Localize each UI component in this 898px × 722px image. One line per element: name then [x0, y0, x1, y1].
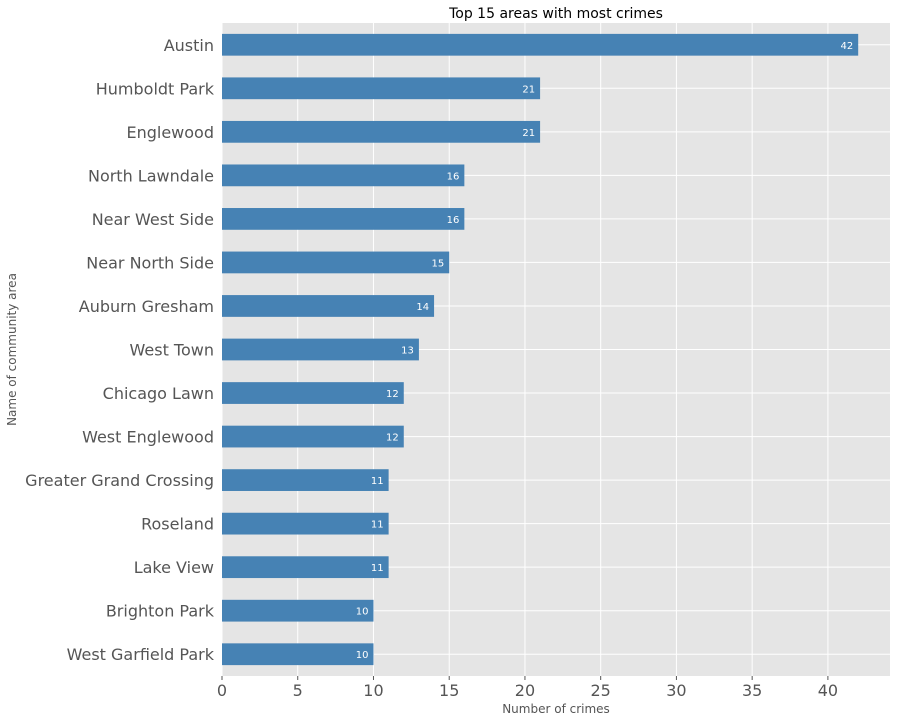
bar — [222, 295, 435, 317]
category-label: Humboldt Park — [96, 79, 215, 98]
chart-title: Top 15 areas with most crimes — [448, 6, 663, 22]
x-axis-ticks: 0 5 10 15 20 25 30 35 40 — [217, 676, 838, 700]
bar — [222, 338, 419, 361]
bar-value-label: 16 — [447, 215, 460, 226]
bar-value-label: 10 — [356, 650, 369, 661]
bar — [222, 556, 389, 579]
x-tick-label: 20 — [515, 681, 535, 700]
category-label: Near North Side — [86, 253, 214, 272]
category-label: Lake View — [134, 558, 214, 577]
category-label: Brighton Park — [106, 602, 215, 621]
bar — [222, 77, 541, 100]
x-tick-label: 25 — [591, 681, 611, 700]
bar — [222, 208, 465, 230]
x-tick-label: 30 — [666, 681, 686, 700]
bar-value-label: 12 — [386, 389, 399, 400]
bar — [222, 469, 389, 491]
bar-value-label: 10 — [356, 607, 369, 618]
category-label: West Town — [130, 341, 215, 360]
x-tick-label: 5 — [293, 681, 303, 700]
bar — [222, 643, 374, 666]
bar — [222, 512, 389, 535]
bar-value-label: 11 — [371, 476, 384, 487]
x-tick-label: 0 — [217, 681, 227, 700]
category-label: Near West Side — [92, 210, 214, 229]
category-label: Greater Grand Crossing — [25, 471, 214, 490]
bar-value-label: 42 — [840, 41, 853, 52]
bars: 42 21 21 16 16 15 14 13 12 12 11 11 11 10 10 — [222, 33, 859, 666]
bar-value-label: 13 — [401, 346, 414, 357]
category-label: Auburn Gresham — [79, 297, 214, 316]
bar — [222, 382, 404, 404]
bar-value-label: 15 — [431, 258, 444, 269]
x-tick-label: 35 — [742, 681, 762, 700]
bar-value-label: 11 — [371, 520, 384, 531]
category-label: West Englewood — [82, 428, 214, 447]
bar-value-label: 21 — [522, 128, 535, 139]
category-label: Chicago Lawn — [103, 384, 214, 403]
bar — [222, 33, 859, 56]
bar — [222, 251, 450, 274]
bar — [222, 599, 374, 622]
bar — [222, 120, 541, 143]
x-axis-title: Number of crimes — [502, 702, 610, 716]
x-tick-label: 10 — [363, 681, 383, 700]
x-tick-label: 15 — [439, 681, 459, 700]
bar — [222, 425, 404, 448]
category-label: West Garfield Park — [67, 645, 215, 664]
category-labels: Austin Humboldt Park Englewood North Lawnda… — [25, 36, 215, 664]
x-tick-label: 40 — [818, 681, 838, 700]
category-label: Roseland — [141, 515, 214, 534]
bar — [222, 164, 465, 187]
bar-value-label: 14 — [416, 302, 429, 313]
category-label: Englewood — [126, 123, 214, 142]
bar-value-label: 21 — [522, 84, 535, 95]
bar-value-label: 11 — [371, 563, 384, 574]
y-axis-title: Name of community area — [5, 273, 19, 426]
bar-value-label: 12 — [386, 433, 399, 444]
category-label: North Lawndale — [88, 166, 214, 185]
category-label: Austin — [164, 36, 214, 55]
bar-value-label: 16 — [447, 171, 460, 182]
